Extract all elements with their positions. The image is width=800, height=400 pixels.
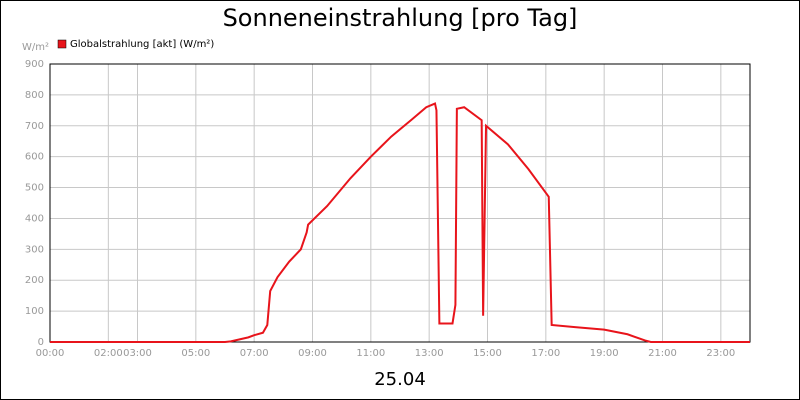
x-tick-label: 23:00 bbox=[706, 348, 735, 359]
x-tick-label: 09:00 bbox=[298, 348, 327, 359]
y-tick-label: 100 bbox=[25, 306, 44, 317]
x-tick-label: 21:00 bbox=[648, 348, 677, 359]
x-tick-label: 00:00 bbox=[36, 348, 65, 359]
x-tick-label: 07:00 bbox=[240, 348, 269, 359]
x-tick-label: 03:00 bbox=[123, 348, 152, 359]
y-tick-label: 600 bbox=[25, 152, 44, 163]
x-tick-label: 19:00 bbox=[590, 348, 619, 359]
x-tick-label: 11:00 bbox=[356, 348, 385, 359]
y-tick-label: 300 bbox=[25, 244, 44, 255]
y-tick-label: 500 bbox=[25, 183, 44, 194]
x-tick-label: 02:00 bbox=[94, 348, 123, 359]
x-label: 25.04 bbox=[374, 369, 426, 390]
y-tick-label: 200 bbox=[25, 275, 44, 286]
legend-swatch bbox=[57, 39, 67, 49]
x-tick-label: 15:00 bbox=[473, 348, 502, 359]
x-tick-label: 17:00 bbox=[531, 348, 560, 359]
data-line bbox=[50, 102, 750, 343]
x-tick-label: 13:00 bbox=[415, 348, 444, 359]
y-unit: W/m² bbox=[22, 42, 49, 53]
y-tick-label: 900 bbox=[25, 59, 44, 70]
y-tick-label: 800 bbox=[25, 90, 44, 101]
chart-title: Sonneneinstrahlung [pro Tag] bbox=[223, 4, 578, 32]
legend-label: Globalstrahlung [akt] (W/m²) bbox=[70, 39, 214, 50]
plot-frame bbox=[49, 63, 751, 343]
x-tick-label: 05:00 bbox=[181, 348, 210, 359]
y-tick-label: 0 bbox=[38, 337, 44, 348]
y-tick-label: 700 bbox=[25, 121, 44, 132]
y-tick-label: 400 bbox=[25, 213, 44, 224]
